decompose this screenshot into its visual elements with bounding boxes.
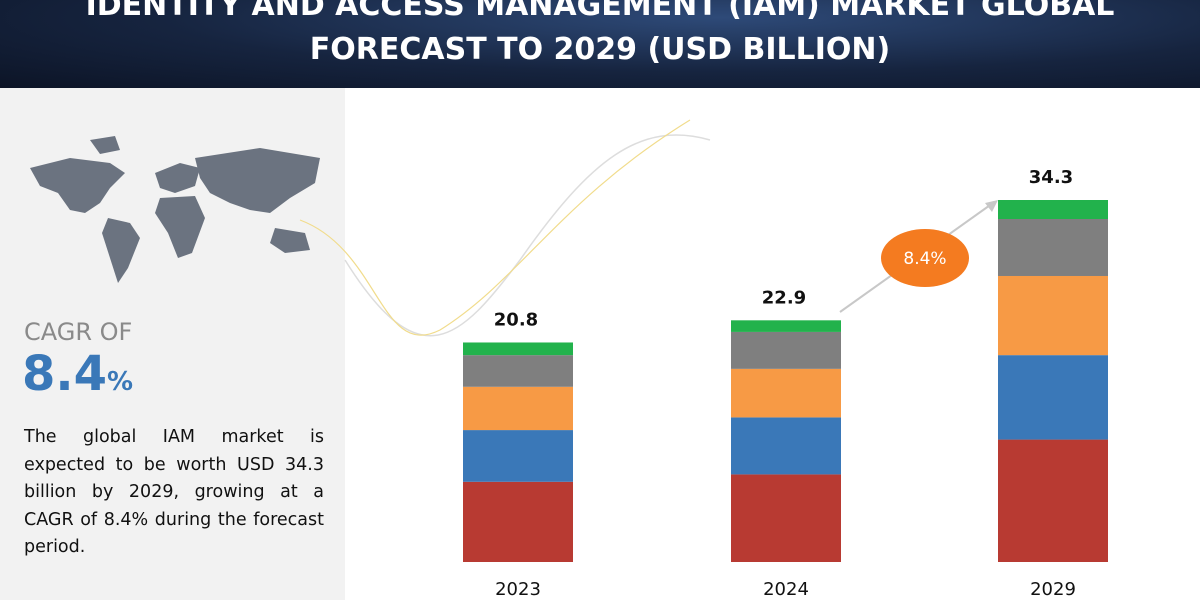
decor-curve [299, 119, 691, 336]
bar-segment [731, 331, 841, 369]
cagr-value: 8.4% [22, 346, 133, 402]
bar-segment [998, 218, 1108, 276]
bar-segment [998, 355, 1108, 440]
bar-segment [463, 342, 573, 356]
bar-segment [998, 439, 1108, 562]
header: IDENTITY AND ACCESS MANAGEMENT (IAM) MAR… [0, 0, 1200, 88]
bar-segment [463, 481, 573, 562]
bar-segment [731, 474, 841, 562]
bar-segment [463, 386, 573, 431]
world-map [30, 136, 320, 283]
bar-segment [731, 417, 841, 475]
total-label: 20.8 [494, 309, 538, 330]
bar-segment [998, 275, 1108, 356]
cagr-badge-label: 8.4% [903, 249, 946, 269]
bar-segment [463, 355, 573, 387]
decor-curve [344, 134, 711, 337]
description: The global IAM market is expected to be … [24, 427, 324, 557]
cagr-badge [881, 229, 969, 287]
bar-segment [731, 320, 841, 332]
total-label: 22.9 [762, 287, 806, 308]
cagr-arrow [839, 202, 994, 313]
x-tick-label: 2024 [763, 579, 809, 600]
total-label: 34.3 [1029, 167, 1073, 188]
bar-segment [463, 430, 573, 482]
bar-segment [731, 368, 841, 418]
arrow-head [985, 200, 998, 212]
x-tick-label: 2023 [495, 579, 541, 600]
cagr-number: 8.4 [22, 346, 108, 402]
cagr-unit: % [107, 367, 134, 397]
sidebar: CAGR OF 8.4% The global IAM market is ex… [0, 88, 345, 600]
cagr-label: CAGR OF [24, 318, 133, 346]
x-tick-label: 2029 [1030, 579, 1076, 600]
title: IDENTITY AND ACCESS MANAGEMENT (IAM) MAR… [85, 0, 1115, 67]
bar-segment [998, 200, 1108, 219]
